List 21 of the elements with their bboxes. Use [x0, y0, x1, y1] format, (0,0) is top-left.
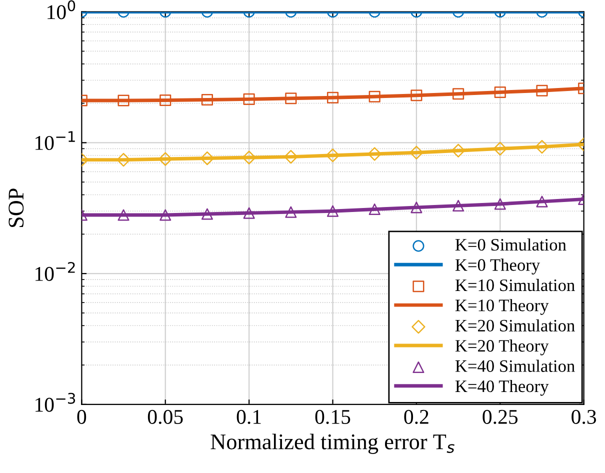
x-axis-title: Normalized timing error T$_{s}$	[210, 434, 454, 454]
legend-label: K=20 Simulation	[455, 319, 575, 332]
x-tick-label: 0.25	[482, 410, 518, 424]
legend-label: K=0 Theory	[455, 258, 540, 274]
x-tick-label: 0.1	[236, 410, 261, 424]
legend-label: K=40 Simulation	[455, 360, 575, 372]
y-tick-label: 10$^{−2}$	[36, 262, 75, 281]
x-tick-label: 0	[77, 410, 86, 424]
y-tick-label: 10$^{−3}$	[36, 392, 76, 412]
x-tick-label: 0.15	[315, 410, 350, 424]
legend-label: K=10 Theory	[455, 299, 549, 315]
y-axis-title: SOP	[8, 188, 24, 228]
y-tick-label: 10$^{0}$	[48, 0, 76, 20]
x-tick-label: 0.3	[572, 410, 596, 424]
legend-label: K=0 Simulation	[455, 238, 566, 251]
y-tick-label: 10$^{−1}$	[36, 131, 75, 150]
legend-label: K=40 Theory	[455, 380, 549, 396]
legend-label: K=20 Theory	[455, 340, 549, 356]
x-tick-label: 0.05	[148, 410, 183, 424]
x-tick-label: 0.2	[404, 410, 428, 424]
legend-label: K=10 Simulation	[455, 278, 575, 292]
